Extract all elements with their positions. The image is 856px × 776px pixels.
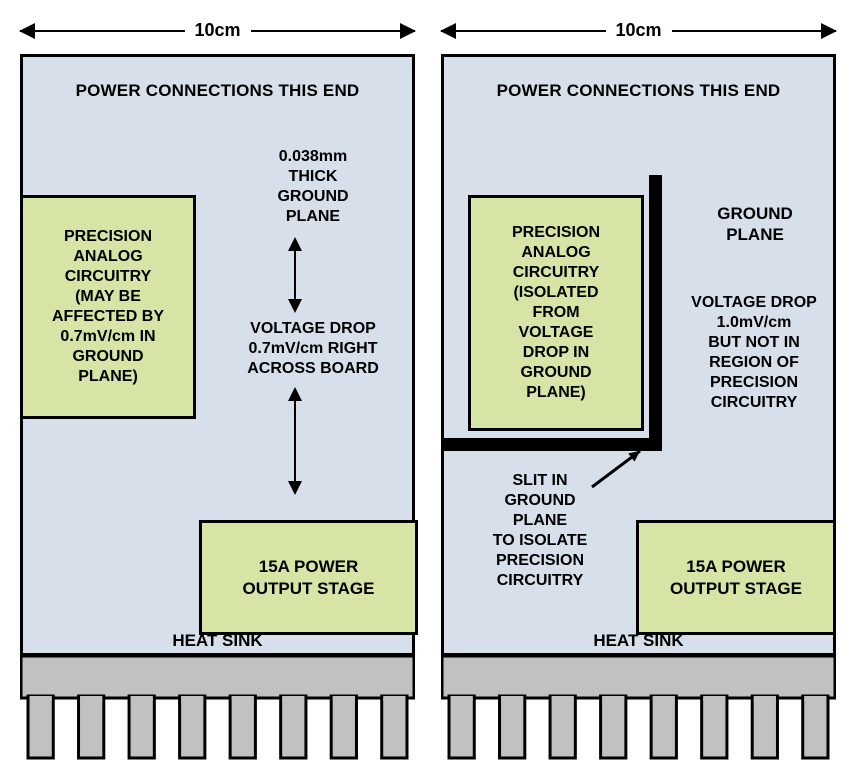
right-heatsink [441,656,836,764]
left-power-text: 15A POWER OUTPUT STAGE [243,556,375,599]
right-power-stage-region: 15A POWER OUTPUT STAGE [636,520,836,635]
left-precision-region: PRECISION ANALOG CIRCUITRY (MAY BE AFFEC… [20,195,196,419]
left-heatsink [20,656,415,764]
dim-label: 10cm [184,20,250,41]
left-precision-text: PRECISION ANALOG CIRCUITRY (MAY BE AFFEC… [52,227,164,387]
arrow-down-icon [288,299,302,313]
right-voltage-label: VOLTAGE DROP 1.0mV/cm BUT NOT IN REGION … [691,294,817,411]
right-ground-plane-text: GROUND PLANE [680,203,830,246]
diagram-container: 10cm POWER CONNECTIONS THIS END PRECISIO… [8,8,848,764]
slit-pointer-arrow-icon [584,443,654,503]
left-voltage-label: VOLTAGE DROP 0.7mV/cm RIGHT ACROSS BOARD [247,320,379,377]
left-header: POWER CONNECTIONS THIS END [23,81,412,101]
arrow-down-icon [288,481,302,495]
ground-plane-slit-vertical [649,175,662,451]
left-arrow-lower [285,387,305,495]
right-heatsink-label: HEAT SINK [444,630,833,651]
right-board: POWER CONNECTIONS THIS END PRECISION ANA… [441,54,836,656]
dim-arrow-left-icon [440,23,456,39]
left-power-stage-region: 15A POWER OUTPUT STAGE [199,520,418,635]
right-header: POWER CONNECTIONS THIS END [444,81,833,101]
left-dimension-row: 10cm [20,8,415,48]
arrow-line [294,247,296,303]
left-board: POWER CONNECTIONS THIS END PRECISION ANA… [20,54,415,656]
dim-label: 10cm [605,20,671,41]
left-panel: 10cm POWER CONNECTIONS THIS END PRECISIO… [20,8,415,764]
left-heatsink-label: HEAT SINK [23,630,412,651]
left-ground-plane-label: 0.038mm THICK GROUND PLANE [277,148,348,225]
right-dimension-row: 10cm [441,8,836,48]
right-precision-region: PRECISION ANALOG CIRCUITRY (ISOLATED FRO… [468,195,644,431]
right-voltage-text: VOLTAGE DROP 1.0mV/cm BUT NOT IN REGION … [670,293,838,413]
left-voltage-text: VOLTAGE DROP 0.7mV/cm RIGHT ACROSS BOARD [213,319,413,379]
right-power-text: 15A POWER OUTPUT STAGE [670,556,802,599]
right-ground-plane-label: GROUND PLANE [717,204,793,244]
right-panel: 10cm POWER CONNECTIONS THIS END PRECISIO… [441,8,836,764]
left-arrow-upper [285,237,305,313]
dim-arrow-left-icon [19,23,35,39]
right-precision-text: PRECISION ANALOG CIRCUITRY (ISOLATED FRO… [512,223,600,403]
dim-arrow-right-icon [400,23,416,39]
arrow-line [294,397,296,485]
dim-arrow-right-icon [821,23,837,39]
right-slit-label: SLIT IN GROUND PLANE TO ISOLATE PRECISIO… [493,472,588,589]
left-ground-plane-text: 0.038mm THICK GROUND PLANE [233,147,393,227]
